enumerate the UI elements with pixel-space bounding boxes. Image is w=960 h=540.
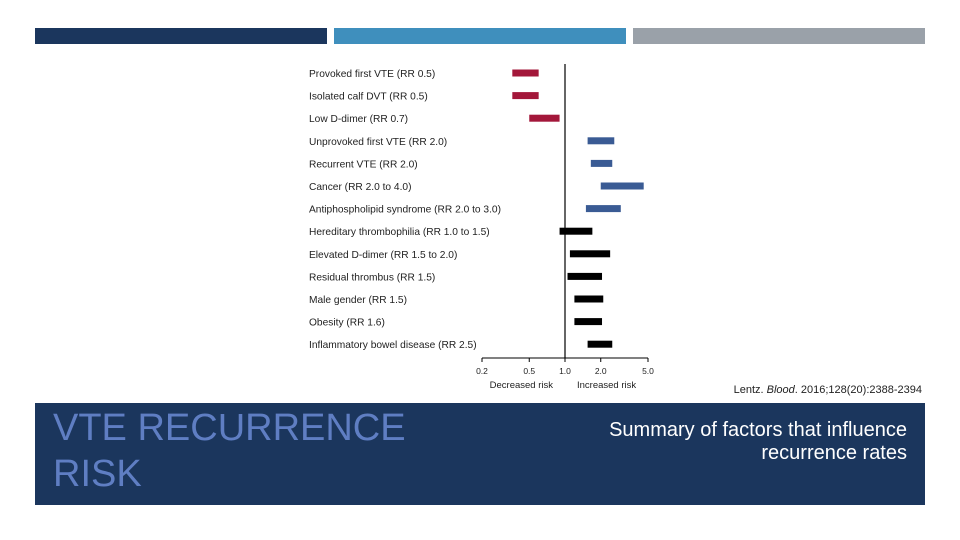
accent-bar-gray [633,28,925,44]
row-label: Elevated D-dimer (RR 1.5 to 2.0) [309,250,457,261]
title-banner: VTE RECURRENCE RISK Summary of factors t… [35,403,925,505]
row-label: Hereditary thrombophilia (RR 1.0 to 1.5) [309,227,490,238]
ci-bar [559,227,593,235]
ci-bar [567,272,603,280]
row-label: Isolated calf DVT (RR 0.5) [309,92,428,103]
ci-bar [585,205,621,213]
row-label: Obesity (RR 1.6) [309,318,385,329]
x-tick-label: 2.0 [595,366,607,376]
x-tick-label: 1.0 [559,366,571,376]
slide-title: VTE RECURRENCE RISK [53,407,406,495]
slide-subtitle: Summary of factors that influence recurr… [609,419,907,464]
ci-bar [574,318,603,326]
accent-bar-dark [35,28,327,44]
ci-bar [574,295,604,303]
citation-ref: 2016;128(20):2388-2394 [800,384,922,396]
row-label: Residual thrombus (RR 1.5) [309,272,435,283]
ci-bar [512,69,539,77]
row-label: Cancer (RR 2.0 to 4.0) [309,182,411,193]
row-label: Inflammatory bowel disease (RR 2.5) [309,340,477,351]
increased-risk-label: Increased risk [577,380,636,391]
ci-bar [587,340,613,348]
citation-author: Lentz. [733,384,764,396]
row-label: Provoked first VTE (RR 0.5) [309,69,435,80]
row-label: Male gender (RR 1.5) [309,295,407,306]
forest-plot: Provoked first VTE (RR 0.5) Isolated calf… [309,64,654,391]
x-tick-label: 0.5 [523,366,535,376]
citation-journal: Blood [766,384,795,396]
ci-bar [600,182,644,190]
ci-bar [569,250,611,258]
decreased-risk-label: Decreased risk [490,380,554,391]
ci-bar [529,114,560,122]
ci-bar [590,159,613,167]
x-tick-label: 0.2 [476,366,488,376]
row-label: Antiphospholipid syndrome (RR 2.0 to 3.0… [309,205,501,216]
row-label: Unprovoked first VTE (RR 2.0) [309,137,447,148]
ci-bar [587,137,615,145]
citation: Lentz. Blood. 2016;128(20):2388-2394 [734,384,922,396]
accent-bar-blue [334,28,626,44]
x-tick-label: 5.0 [642,366,654,376]
row-label: Recurrent VTE (RR 2.0) [309,159,418,170]
citation-period: . [794,384,798,396]
row-label: Low D-dimer (RR 0.7) [309,114,408,125]
ci-bar [512,92,539,100]
